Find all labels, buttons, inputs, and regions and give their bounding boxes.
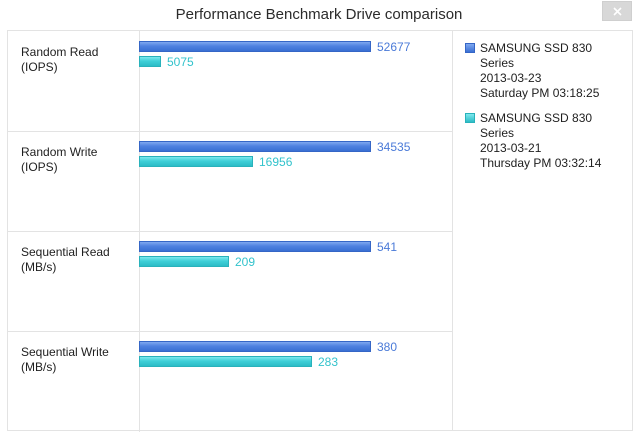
legend-label-line: Saturday PM 03:18:25 <box>480 86 600 100</box>
data-label-series-2: 283 <box>318 355 339 369</box>
legend-label-line: SAMSUNG SSD 830 <box>480 111 593 125</box>
category-label-line: Random Read <box>21 45 99 59</box>
bar-chart: Random Read (IOPS) 52677 5075 Random Write (I… <box>7 30 454 432</box>
category-label-line: Sequential Read <box>21 245 110 259</box>
category-label: Random Write (IOPS) <box>21 145 97 175</box>
data-label-series-1: 380 <box>377 340 398 354</box>
bar-series-2 <box>139 356 312 367</box>
row-divider <box>8 131 454 132</box>
legend-label-line: 2013-03-23 <box>480 71 542 85</box>
window-title: Performance Benchmark Drive comparison <box>175 6 463 23</box>
data-label-series-1: 52677 <box>377 40 411 54</box>
legend-label: SAMSUNG SSD 830 Series 2013-03-21 Thursday … <box>480 111 630 171</box>
legend-label: SAMSUNG SSD 830 Series 2013-03-23 Saturday … <box>480 41 630 101</box>
data-label-series-1: 541 <box>377 240 398 254</box>
legend-label-line: Series <box>480 126 515 140</box>
category-label: Random Read (IOPS) <box>21 45 98 75</box>
legend-swatch <box>465 43 475 53</box>
bar-series-2 <box>139 256 229 267</box>
legend-label-line: Series <box>480 56 515 70</box>
data-label-series-2: 209 <box>235 255 256 269</box>
category-label-line: Random Write <box>21 145 98 159</box>
bar-series-1 <box>139 141 371 152</box>
close-button[interactable] <box>602 1 632 21</box>
row-divider <box>8 331 454 332</box>
bar-series-1 <box>139 341 371 352</box>
data-label-series-2: 5075 <box>167 55 194 69</box>
bar-series-2 <box>139 156 253 167</box>
bar-series-1 <box>139 41 371 52</box>
data-label-series-2: 16956 <box>259 155 293 169</box>
close-icon <box>613 7 622 16</box>
category-label-line: (IOPS) <box>21 60 58 74</box>
legend-label-line: 2013-03-21 <box>480 141 542 155</box>
legend-swatch <box>465 113 475 123</box>
category-label: Sequential Read (MB/s) <box>21 245 110 275</box>
legend-label-line: Thursday PM 03:32:14 <box>480 156 602 170</box>
row-divider <box>8 231 454 232</box>
category-label-line: (MB/s) <box>21 260 57 274</box>
category-label-line: (IOPS) <box>21 160 58 174</box>
data-label-series-1: 34535 <box>377 140 411 154</box>
category-label-line: Sequential Write <box>21 345 109 359</box>
category-label-line: (MB/s) <box>21 360 57 374</box>
legend: SAMSUNG SSD 830 Series 2013-03-23 Saturday … <box>453 30 633 431</box>
category-label: Sequential Write (MB/s) <box>21 345 109 375</box>
bar-series-2 <box>139 56 161 67</box>
legend-label-line: SAMSUNG SSD 830 <box>480 41 593 55</box>
bar-series-1 <box>139 241 371 252</box>
